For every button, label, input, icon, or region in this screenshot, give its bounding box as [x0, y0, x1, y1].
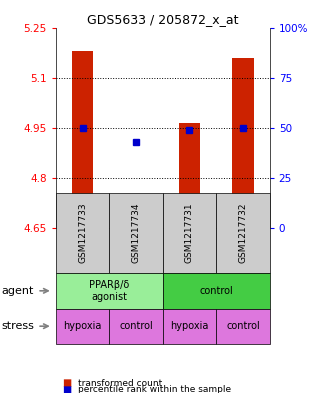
- Text: transformed count: transformed count: [78, 379, 162, 388]
- Text: agent: agent: [2, 286, 34, 296]
- Text: GSM1217732: GSM1217732: [238, 203, 247, 263]
- Bar: [109, 193, 163, 273]
- Bar: [216, 309, 270, 344]
- Text: percentile rank within the sample: percentile rank within the sample: [78, 385, 231, 393]
- Text: hypoxia: hypoxia: [170, 321, 209, 331]
- Text: hypoxia: hypoxia: [63, 321, 102, 331]
- Text: control: control: [199, 286, 233, 296]
- Bar: [56, 309, 109, 344]
- Bar: [72, 51, 93, 228]
- Bar: [56, 193, 109, 273]
- Bar: [109, 309, 163, 344]
- Text: ■: ■: [62, 378, 71, 388]
- Text: control: control: [226, 321, 260, 331]
- Title: GDS5633 / 205872_x_at: GDS5633 / 205872_x_at: [87, 13, 238, 26]
- Bar: [163, 193, 216, 273]
- Text: ■: ■: [62, 385, 71, 393]
- Bar: [179, 123, 200, 228]
- Text: stress: stress: [2, 321, 34, 331]
- Bar: [232, 58, 254, 228]
- Bar: [125, 222, 147, 228]
- Text: control: control: [119, 321, 153, 331]
- Bar: [56, 273, 163, 309]
- Text: GSM1217731: GSM1217731: [185, 202, 194, 263]
- Text: GSM1217733: GSM1217733: [78, 202, 87, 263]
- Bar: [163, 309, 216, 344]
- Bar: [216, 193, 270, 273]
- Bar: [163, 273, 270, 309]
- Text: GSM1217734: GSM1217734: [131, 203, 140, 263]
- Text: PPARβ/δ
agonist: PPARβ/δ agonist: [89, 280, 129, 301]
